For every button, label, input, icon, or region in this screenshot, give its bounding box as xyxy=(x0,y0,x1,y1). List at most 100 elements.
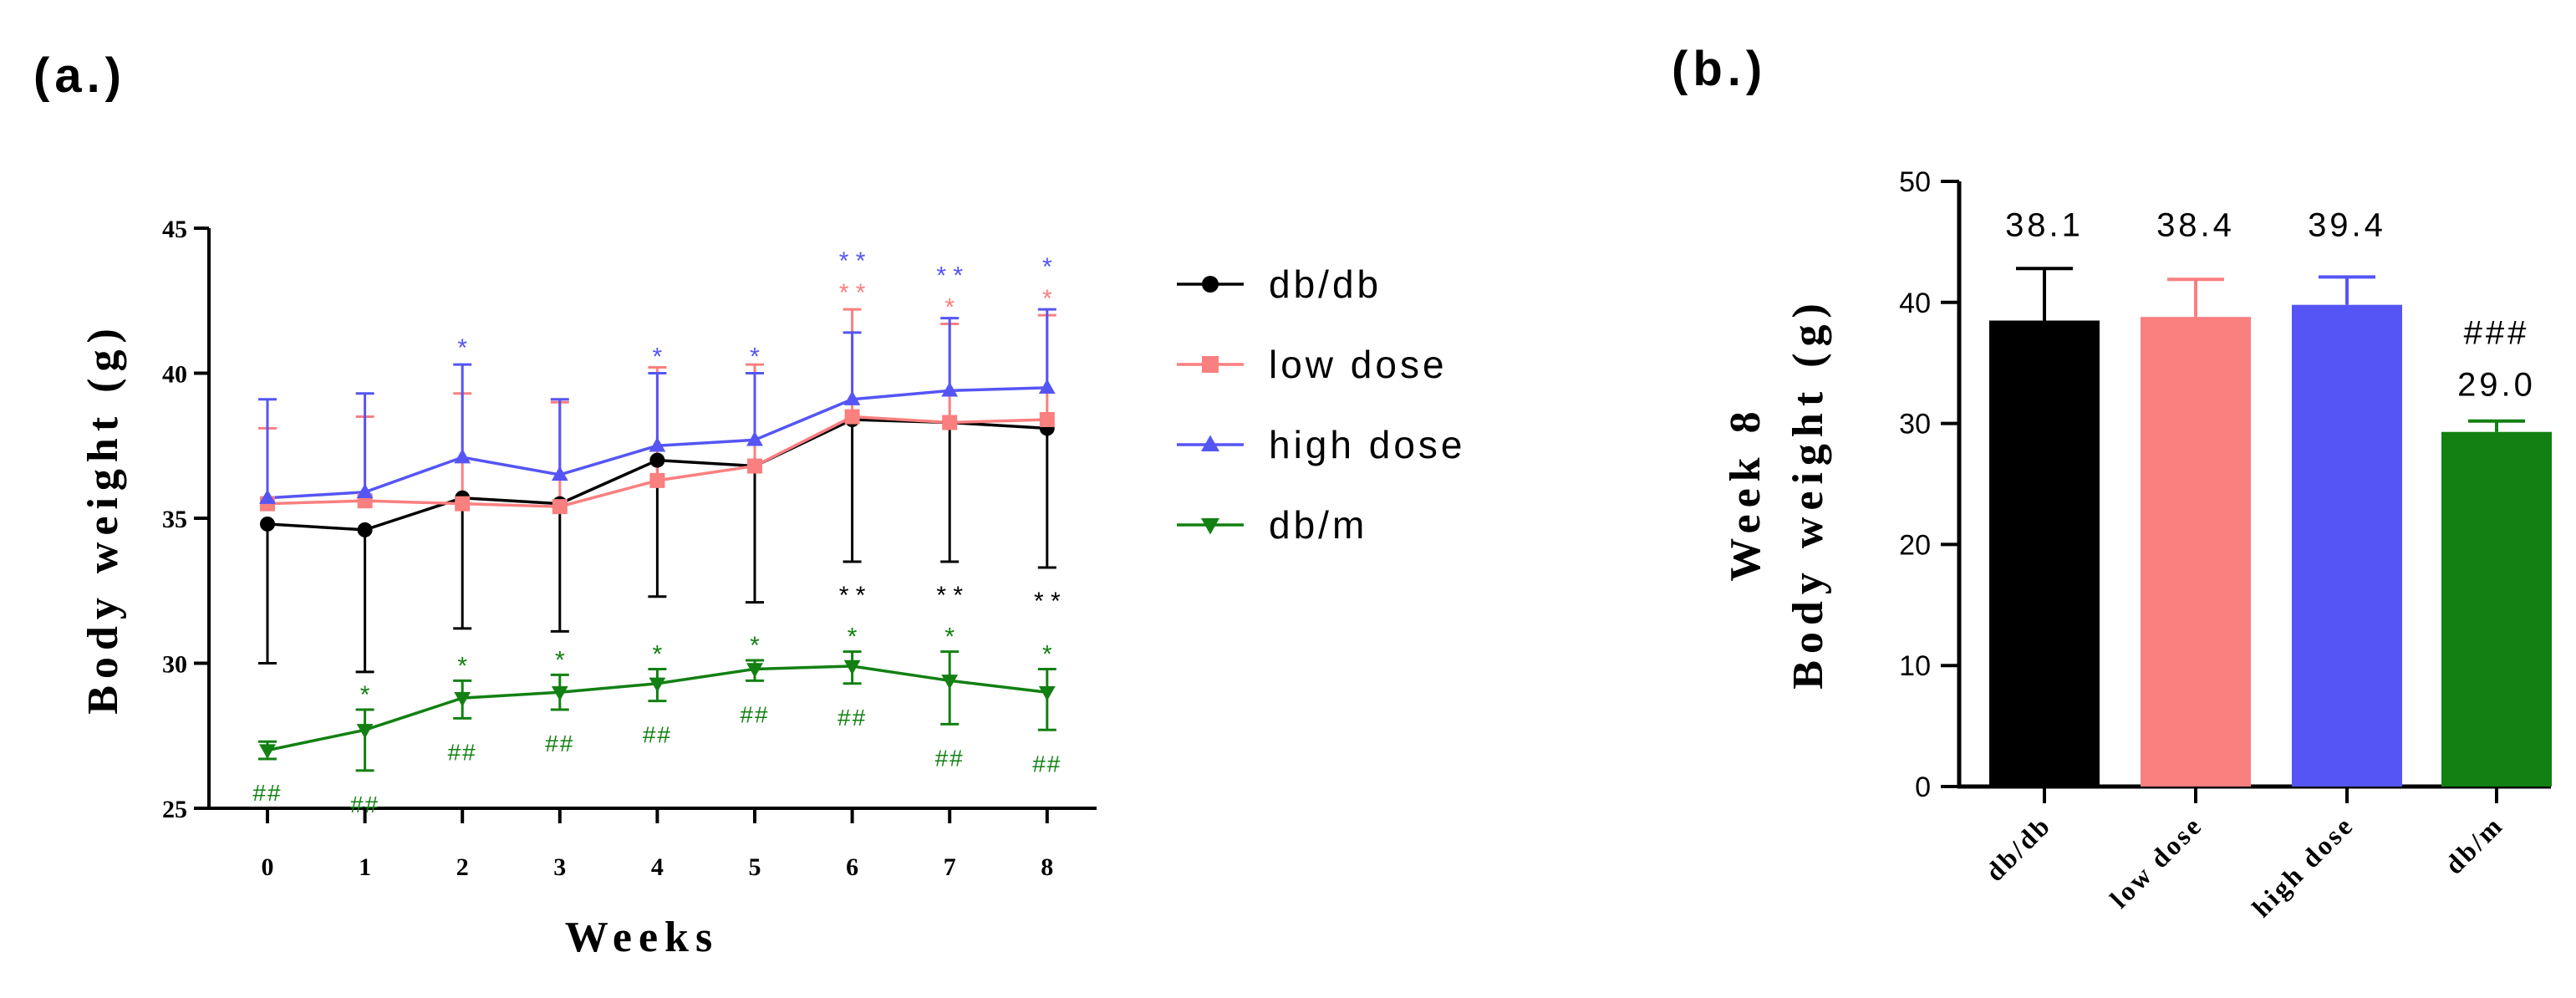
db-m-significance: ### xyxy=(2464,315,2530,352)
high-dose-significance: * xyxy=(1042,253,1052,281)
db-m-legend-marker xyxy=(1201,518,1219,535)
db-m-significance-star: * xyxy=(555,646,565,674)
db-m-marker xyxy=(551,686,568,701)
panel-a-legend: db/db low dose high dose db/m xyxy=(1177,262,1466,547)
high-dose-significance: * xyxy=(457,334,467,362)
low-dose-marker xyxy=(552,499,568,515)
low-dose-value-label: 38.4 xyxy=(2156,207,2235,244)
x-tick-label: 1 xyxy=(359,853,371,881)
db-db-significance: * * xyxy=(936,582,963,609)
db-m-marker xyxy=(746,663,763,678)
db-db-marker xyxy=(357,522,373,537)
high-dose-marker xyxy=(843,390,861,405)
y-tick-label: 25 xyxy=(162,796,187,823)
db-m-bar xyxy=(2441,431,2552,787)
low-dose-marker xyxy=(942,415,958,430)
high-dose-marker xyxy=(746,430,763,446)
high-dose-marker xyxy=(454,448,471,464)
db-m-marker xyxy=(941,675,959,690)
high-dose-legend-label: high dose xyxy=(1269,423,1466,466)
db-m-marker xyxy=(1038,686,1056,701)
high-dose-marker xyxy=(941,381,959,397)
panel-a-markers xyxy=(259,379,1056,759)
db-db-value-label: 38.1 xyxy=(2005,207,2084,244)
db-db-marker xyxy=(649,452,665,468)
low-dose-marker xyxy=(747,458,762,474)
high-dose-value-label: 39.4 xyxy=(2308,207,2386,244)
db-db-legend-marker xyxy=(1202,276,1219,293)
low-dose-legend-marker xyxy=(1202,356,1219,373)
high-dose-significance: * xyxy=(750,344,760,371)
db-m-significance-hash: ## xyxy=(935,745,965,771)
high-dose-marker xyxy=(551,466,568,481)
b-y-tick-label: 30 xyxy=(1899,409,1931,440)
y-tick-label: 45 xyxy=(162,216,187,243)
high-dose-marker xyxy=(1038,379,1056,395)
x-tick-label: 0 xyxy=(262,853,274,881)
high-dose-significance: * * xyxy=(936,262,963,290)
x-tick-label: 7 xyxy=(944,853,956,881)
db-db-bar xyxy=(1989,320,2100,787)
high-dose-marker xyxy=(649,436,666,452)
db-m-legend-label: db/m xyxy=(1269,503,1367,547)
high-dose-legend-marker xyxy=(1201,435,1219,451)
db-m-significance-star: * xyxy=(944,624,955,651)
x-tick-label: 3 xyxy=(553,853,566,881)
low-dose-bar xyxy=(2141,317,2251,787)
db-m-significance-star: * xyxy=(360,681,370,709)
low-dose-legend-label: low dose xyxy=(1269,343,1448,386)
low-dose-marker xyxy=(649,472,665,488)
db-m-significance-hash: ## xyxy=(350,792,379,817)
db-m-significance-hash: ## xyxy=(252,780,282,806)
panel-b-bars xyxy=(1989,267,2552,787)
low-dose-significance: * xyxy=(1042,285,1052,313)
panel-b-value-labels: 38.1 38.4 39.4 29.0 ### xyxy=(2005,207,2536,404)
db-db-category-label: db/db xyxy=(1979,809,2057,887)
db-m-marker xyxy=(454,691,471,707)
db-m-significance-star: * xyxy=(653,640,663,668)
panel-b-label: (b.) xyxy=(1672,42,1767,96)
panel-a-error-bars xyxy=(258,308,1056,772)
db-db-significance: * * xyxy=(839,582,866,609)
db-m-significance-hash: ## xyxy=(545,731,574,756)
panel-a-label: (a.) xyxy=(33,48,126,103)
panel-a-x-axis-title: Weeks xyxy=(565,914,719,961)
y-tick-label: 35 xyxy=(162,506,187,533)
db-m-significance-star: * xyxy=(1042,640,1052,668)
panel-b-y-axis-title-line2: Body weight (g) xyxy=(1784,297,1832,690)
b-y-tick-label: 10 xyxy=(1899,650,1931,682)
b-y-tick-label: 50 xyxy=(1899,166,1931,198)
db-m-significance-star: * xyxy=(848,624,858,651)
high-dose-marker xyxy=(356,483,374,498)
low-dose-marker xyxy=(1039,412,1055,428)
x-tick-label: 5 xyxy=(749,853,761,881)
y-tick-label: 40 xyxy=(162,361,187,389)
db-m-value-label: 29.0 xyxy=(2457,367,2536,404)
db-m-significance-hash: ## xyxy=(1032,751,1061,777)
db-m-significance-hash: ## xyxy=(837,705,867,731)
low-dose-marker xyxy=(844,409,860,425)
b-y-tick-label: 40 xyxy=(1899,288,1931,319)
db-m-marker xyxy=(259,744,276,759)
db-m-significance-star: * xyxy=(750,632,760,659)
low-dose-marker xyxy=(455,496,471,512)
panel-b-bar-chart: (b.) 0 10 20 30 40 50 db/db low dose high dose db… xyxy=(1672,42,2552,923)
low-dose-significance: * * xyxy=(839,279,866,307)
db-m-category-label: db/m xyxy=(2439,809,2509,879)
panel-a-annotations: * * * * * * * * * * * * * * * * * * * * * * * * * * ## ## ## ##… xyxy=(252,247,1061,817)
db-m-significance-star: * xyxy=(457,652,467,680)
b-y-tick-label: 0 xyxy=(1915,771,1931,803)
high-dose-marker xyxy=(259,489,276,504)
db-db-legend-label: db/db xyxy=(1269,262,1382,306)
low-dose-significance: * xyxy=(944,294,955,322)
db-db-significance: * * xyxy=(1034,588,1061,615)
db-m-marker xyxy=(356,724,374,739)
x-tick-label: 4 xyxy=(651,853,664,881)
y-tick-label: 30 xyxy=(162,651,187,679)
db-m-marker xyxy=(843,659,861,675)
x-tick-label: 8 xyxy=(1041,853,1053,881)
high-dose-significance: * * xyxy=(839,247,866,275)
